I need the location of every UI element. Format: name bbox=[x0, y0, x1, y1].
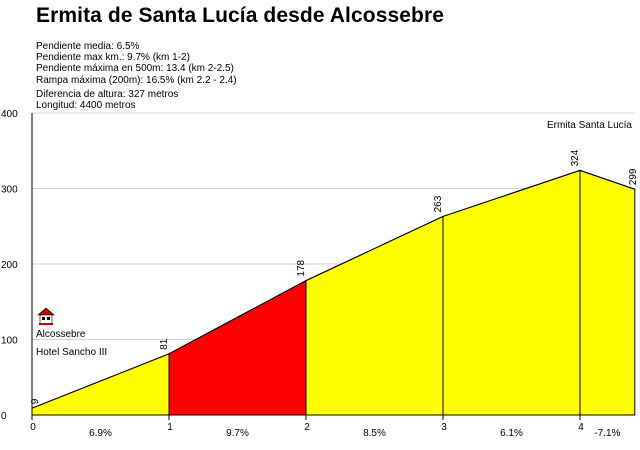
stat-pendiente-max-500m: Pendiente máxima en 500m: 13.4 (km 2-2.5… bbox=[36, 63, 234, 75]
y-tick-label-0: 0 bbox=[1, 411, 7, 422]
annotation-alcossebre: Alcossebre bbox=[36, 329, 86, 340]
x-tick-label-2: 2 bbox=[304, 422, 310, 433]
y-tick-label-400: 400 bbox=[1, 109, 18, 120]
stat-pendiente-max-km: Pendiente max km.: 9.7% (km 1-2) bbox=[36, 52, 190, 64]
page-title: Ermita de Santa Lucía desde Alcossebre bbox=[36, 4, 445, 27]
x-tick-label-3: 3 bbox=[441, 422, 447, 433]
x-tick-label-1: 1 bbox=[167, 422, 173, 433]
stat-longitud: Longitud: 4400 metros bbox=[36, 100, 136, 112]
elevation-label-4: 324 bbox=[570, 149, 581, 166]
stat-rampa-maxima: Rampa máxima (200m): 16.5% (km 2.2 - 2.4… bbox=[36, 74, 237, 86]
elevation-label-5: 299 bbox=[628, 168, 639, 185]
profile-segment-4 bbox=[442, 169, 581, 416]
profile-outline bbox=[31, 169, 635, 409]
y-tick-label-200: 200 bbox=[1, 260, 18, 271]
elevation-label-1: 81 bbox=[159, 338, 170, 350]
profile-segment-3 bbox=[305, 215, 444, 416]
x-tick-label-0: 0 bbox=[30, 422, 36, 433]
y-tick-label-300: 300 bbox=[1, 185, 18, 196]
slope-label-1: 6.9% bbox=[89, 428, 112, 439]
stats-block: Pendiente media: 6.5% Pendiente max km.:… bbox=[36, 41, 237, 111]
stat-pendiente-media: Pendiente media: 6.5% bbox=[36, 41, 140, 52]
slope-label-3: 8.5% bbox=[363, 428, 386, 439]
profile-segment-1 bbox=[31, 353, 170, 416]
elevation-label-3: 263 bbox=[433, 195, 444, 212]
x-tick-label-4: 4 bbox=[578, 422, 584, 433]
slope-label-2: 9.7% bbox=[226, 428, 249, 439]
annotation-hotel: Hotel Sancho III bbox=[36, 347, 107, 358]
profile-segment-5 bbox=[579, 169, 636, 416]
profile-segment-2 bbox=[168, 279, 307, 416]
y-tick-label-100: 100 bbox=[1, 336, 18, 347]
annotation-ermita: Ermita Santa Lucía bbox=[547, 120, 632, 131]
stat-diferencia-altura: Diferencia de altura: 327 metros bbox=[36, 88, 179, 100]
slope-label-5: -7.1% bbox=[594, 428, 620, 439]
house-icon bbox=[37, 307, 55, 325]
slope-label-4: 6.1% bbox=[500, 428, 523, 439]
elevation-label-2: 178 bbox=[296, 259, 307, 276]
elevation-label-0: 9 bbox=[30, 398, 41, 404]
